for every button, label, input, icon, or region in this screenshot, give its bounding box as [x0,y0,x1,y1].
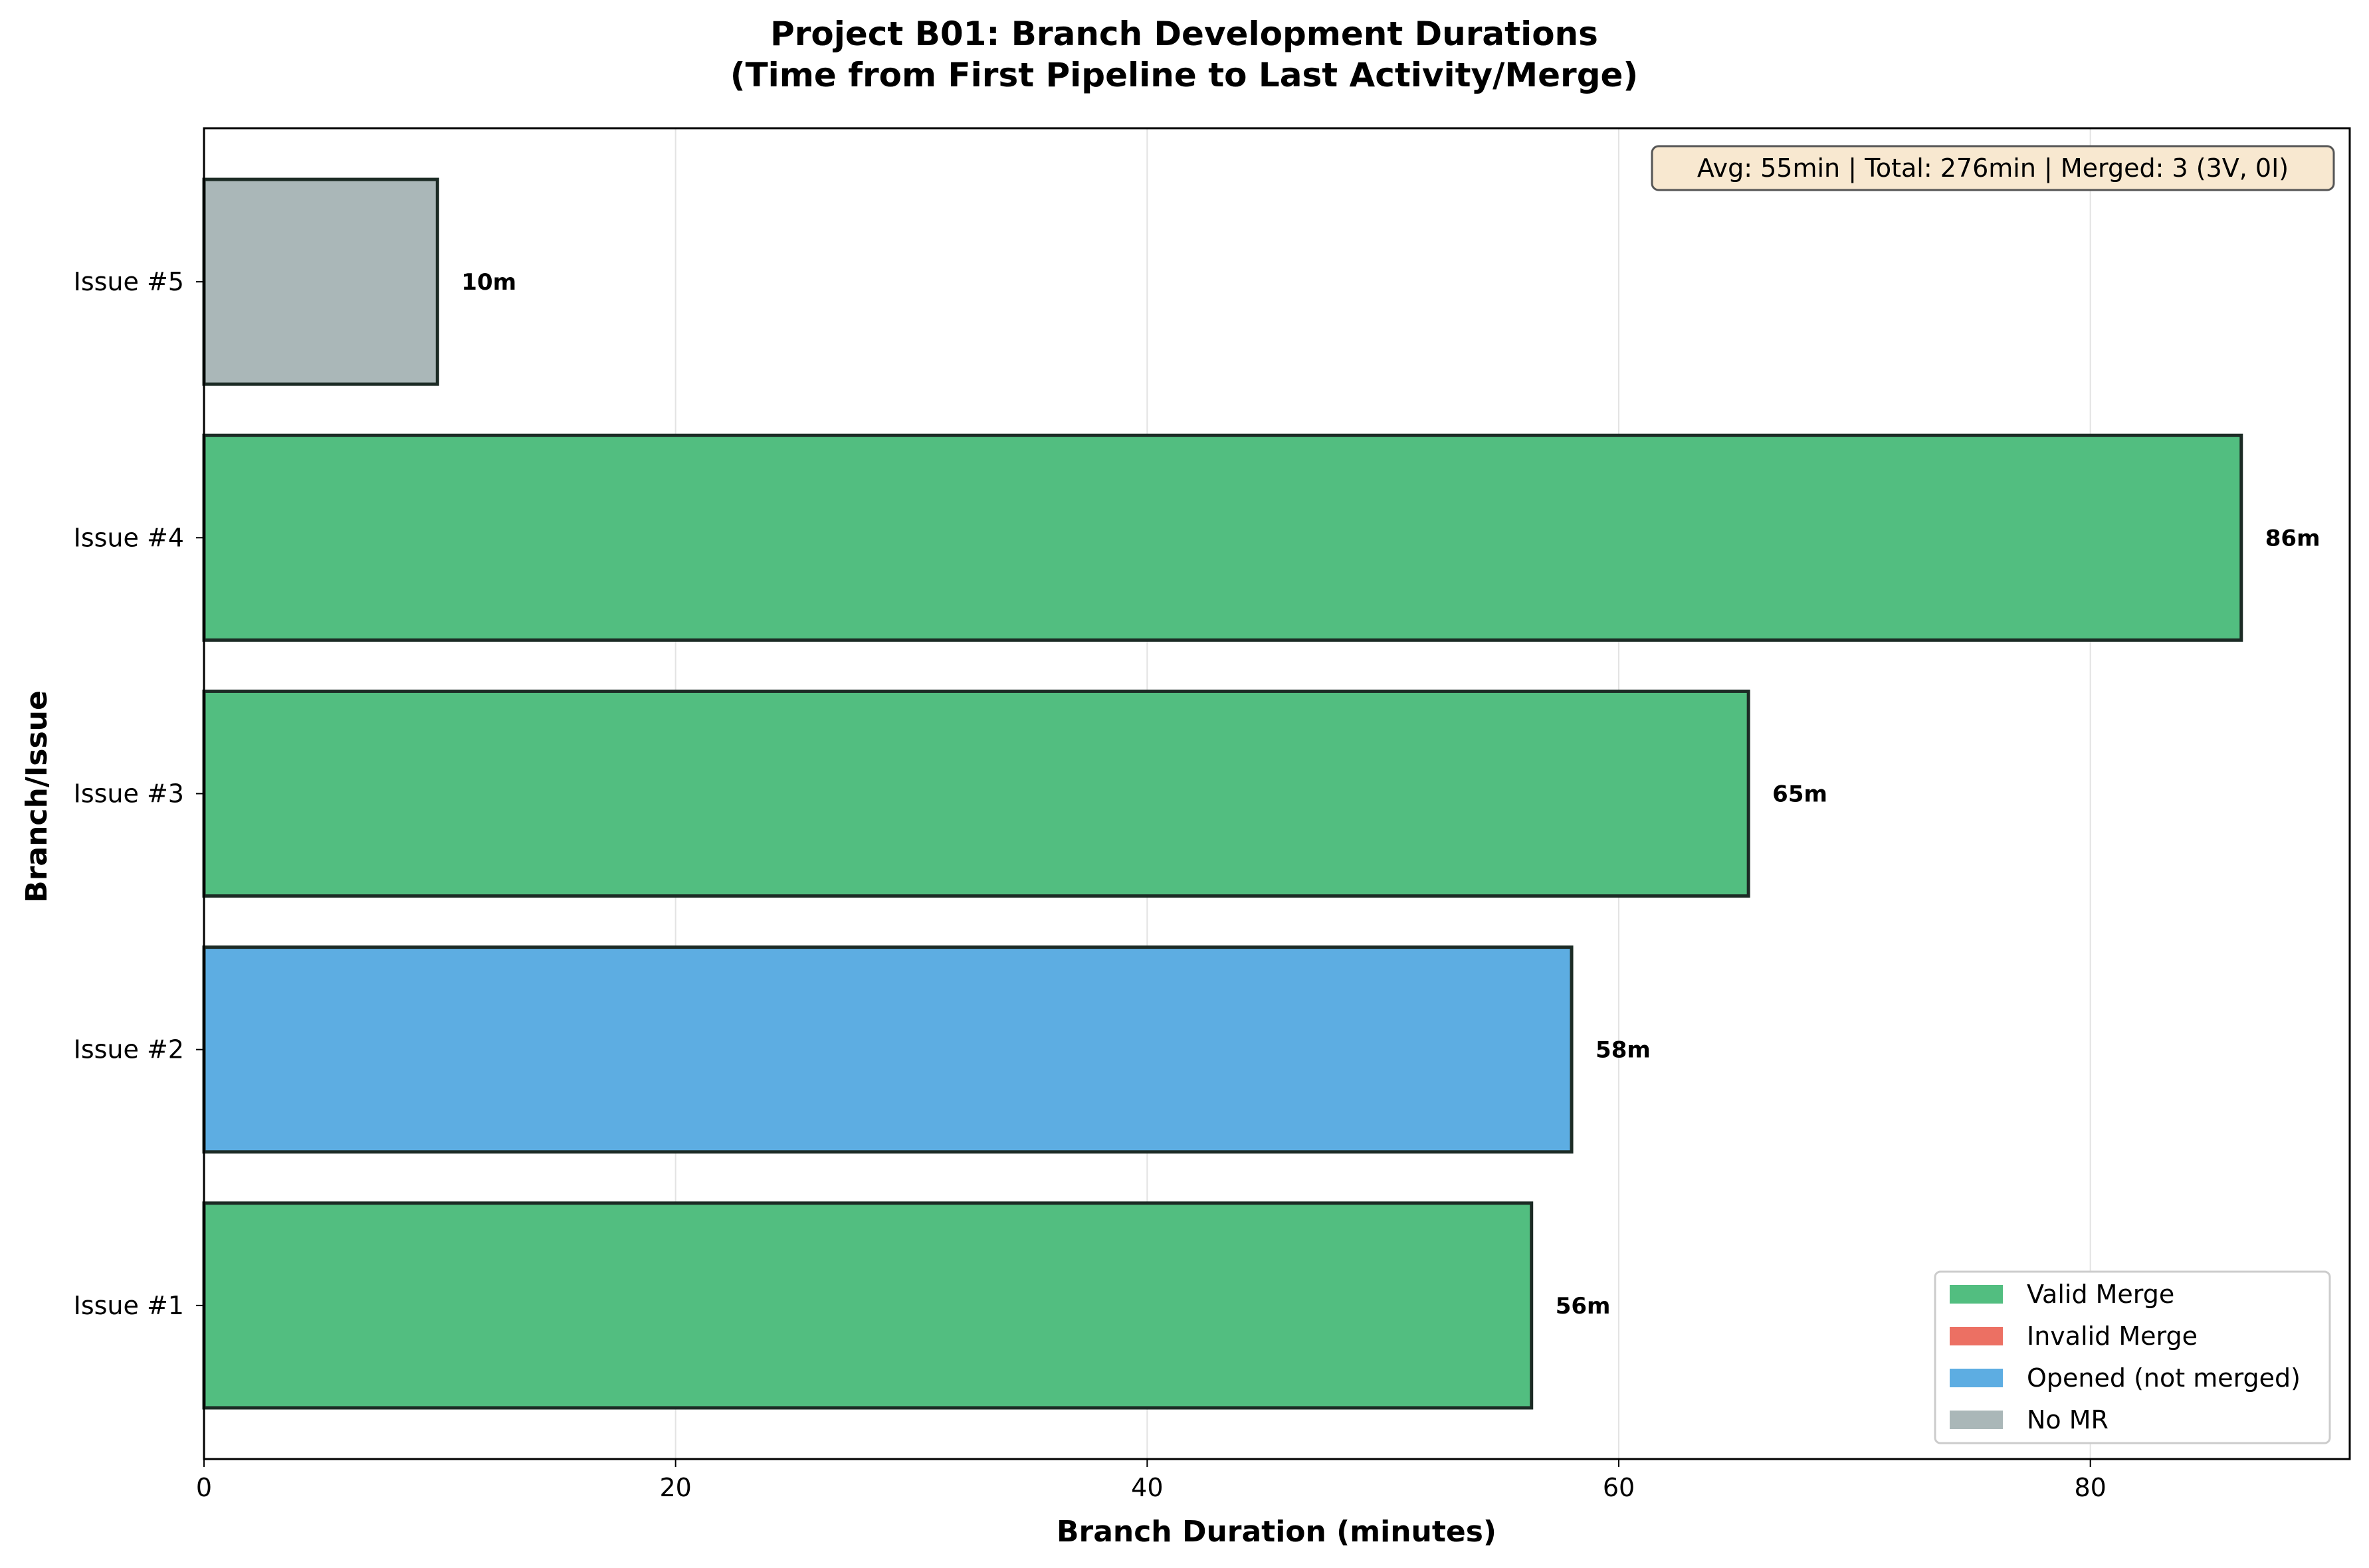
annotation-background [1651,145,2335,191]
legend-label: Opened (not merged) [2027,1363,2301,1393]
legend-label: Invalid Merge [2027,1322,2198,1351]
y-tick-label: Issue #2 [74,1035,184,1064]
y-axis-label: Branch/Issue [20,690,54,903]
bar-value-label: 56m [1556,1293,1611,1320]
x-tick-label: 80 [2075,1473,2107,1502]
x-axis-ticks: 0 20 40 60 80 [196,1459,2107,1502]
y-tick-label: Issue #4 [74,523,184,552]
x-tick-label: 0 [196,1473,212,1502]
legend-label: Valid Merge [2027,1280,2174,1309]
y-axis-ticks: Issue #1 Issue #2 Issue #3 Issue #4 Issue #5 [74,267,204,1320]
legend-label: No MR [2027,1405,2109,1434]
bar-value-label: 86m [2265,525,2320,551]
legend-swatch [1950,1411,2003,1429]
x-tick-label: 20 [659,1473,691,1502]
legend-frame [1934,1270,2331,1444]
chart-title: Project B01: Branch Development Duration… [770,15,1598,53]
x-axis-label: Branch Duration (minutes) [1057,1515,1496,1549]
y-tick-label: Issue #3 [74,779,184,809]
bar-value-label: 65m [1772,781,1827,808]
y-tick-label: Issue #1 [74,1291,184,1320]
annotation-text: Avg: 55min | Total: 276min | Merged: 3 (… [1697,153,2289,183]
bar-issue-1 [202,1201,1534,1410]
legend-swatch [1950,1327,2003,1345]
x-tick-label: 60 [1603,1473,1635,1502]
legend: Valid Merge Invalid Merge Opened (not merg… [1934,1270,2331,1444]
bars-group [202,177,2243,1410]
bar-value-label: 58m [1596,1037,1651,1064]
x-tick-label: 40 [1131,1473,1163,1502]
bar-issue-3 [202,689,1750,898]
annotation-box: Avg: 55min | Total: 276min | Merged: 3 (… [1651,145,2335,191]
y-tick-label: Issue #5 [74,267,184,296]
chart-subtitle: (Time from First Pipeline to Last Activi… [730,56,1639,94]
value-labels-group: 56m 58m 65m 86m 10m [461,269,2320,1320]
bar-value-label: 10m [461,269,516,296]
legend-swatch [1950,1369,2003,1387]
bar-issue-5 [202,177,439,386]
legend-swatch [1950,1285,2003,1304]
bar-issue-2 [202,945,1574,1154]
bar-issue-4 [202,433,2243,642]
